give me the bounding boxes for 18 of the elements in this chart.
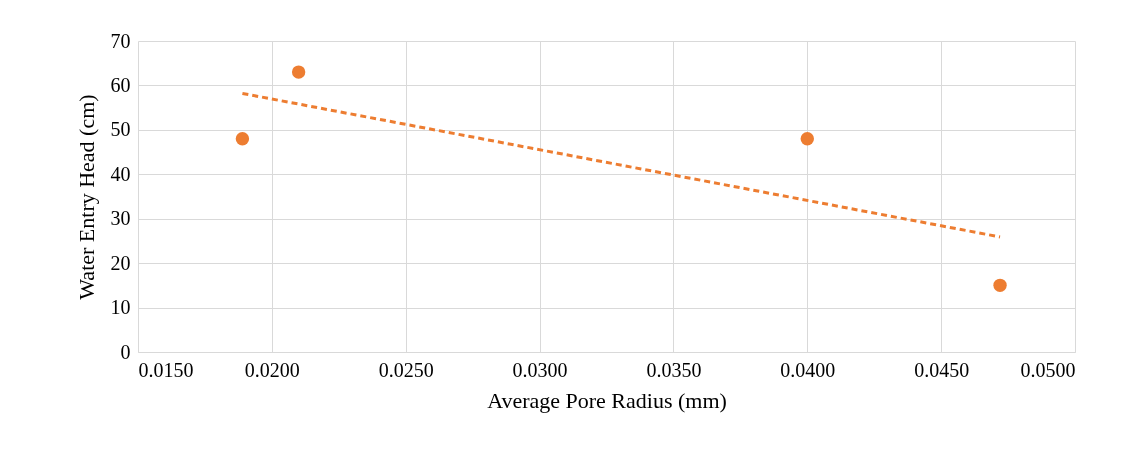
x-tick-label: 0.0400 — [780, 358, 836, 381]
y-tick-label: 50 — [110, 118, 131, 141]
x-axis-title: Average Pore Radius (mm) — [487, 387, 727, 413]
x-tick-label: 0.0300 — [512, 358, 568, 381]
x-tick-label: 0.0250 — [378, 358, 434, 381]
x-tick-label: 0.0450 — [914, 358, 970, 381]
x-tick-label: 0.0150 — [138, 358, 194, 381]
x-tick-label: 0.0500 — [1020, 358, 1076, 381]
y-tick-label: 20 — [110, 251, 131, 274]
y-tick-label: 60 — [110, 73, 131, 96]
y-tick-label: 30 — [110, 207, 131, 230]
y-axis-title: Water Entry Head (cm) — [73, 94, 99, 300]
y-tick-label: 10 — [110, 296, 131, 319]
y-tick-label: 70 — [110, 29, 131, 52]
y-tick-label: 40 — [110, 162, 131, 185]
x-tick-label: 0.0200 — [244, 358, 300, 381]
y-tick-label: 0 — [120, 340, 131, 363]
x-tick-label: 0.0350 — [646, 358, 702, 381]
